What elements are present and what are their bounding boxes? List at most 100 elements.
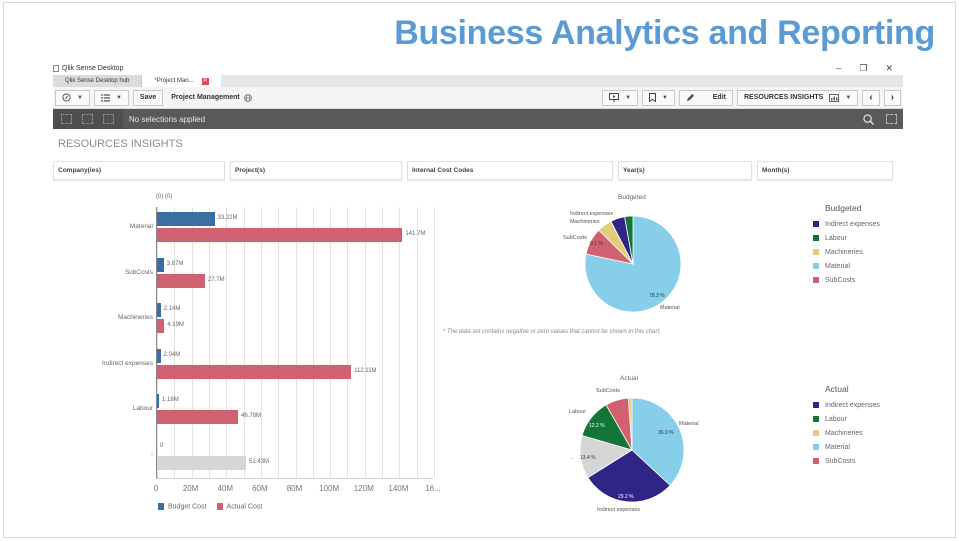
swatch [813, 221, 819, 227]
legend-item[interactable]: Machineries [813, 426, 880, 440]
pct-subcosts: 9.1 % [590, 241, 603, 247]
bar-actual-cost[interactable] [157, 273, 205, 288]
pie-slice[interactable] [587, 449, 671, 503]
bar-value-label: 33.22M [217, 215, 238, 221]
bar-budget-cost[interactable] [157, 348, 161, 363]
globe-icon [243, 93, 252, 102]
toolbar: ▼ ▼ Save Project Management ▼ ▼ Edit RES… [53, 87, 903, 109]
pie-data-note: * The data set contains negative or zero… [443, 329, 661, 335]
step-back-icon[interactable] [61, 114, 72, 124]
actual-pie-chart[interactable]: Actual SubCosts Labour - Material Indire… [538, 371, 738, 531]
actual-legend: Actual Indirect expenses Labour Machinerie… [813, 384, 880, 468]
save-button[interactable]: Save [132, 89, 164, 106]
restore-button[interactable]: ❐ [859, 63, 868, 73]
presentation-icon [609, 93, 620, 102]
legend-label: Machineries [825, 429, 863, 437]
x-tick-label: 80M [286, 484, 303, 493]
pencil-icon [686, 93, 695, 102]
budget-vs-actual-bar-chart[interactable]: (0) (0) 33.22M 141.7M 3.87M 27.7M 2.14M 4.19M… [53, 191, 443, 521]
pie-label-labour: Labour [569, 409, 587, 415]
legend-label: Material [825, 262, 850, 270]
legend-label: Indirect expenses [825, 401, 880, 409]
legend-item[interactable]: Labour [813, 412, 880, 426]
legend-label: Labour [825, 415, 847, 423]
edit-button[interactable]: Edit [679, 89, 733, 106]
legend-item[interactable]: Machineries [813, 245, 880, 259]
legend-label: Budget Cost [168, 503, 207, 511]
pie-slice[interactable] [631, 397, 685, 486]
tab-project-management[interactable]: *Project Man... ✕ [142, 75, 221, 87]
gridline [295, 207, 297, 478]
excluded-values-note: (0) (0) [156, 194, 173, 200]
filter-years[interactable]: Year(s) [618, 161, 752, 180]
gridline [364, 207, 366, 478]
global-menu-button[interactable]: ▼ [93, 89, 129, 106]
pct-dash: 13.4 % [580, 455, 596, 461]
pct-material: 78.3 % [649, 293, 665, 299]
legend-label: Machineries [825, 248, 863, 256]
bar-actual-cost[interactable] [157, 319, 165, 333]
x-tick-label: 16... [425, 484, 441, 493]
legend-item[interactable]: Material [813, 440, 880, 454]
x-tick-label: 0 [153, 484, 159, 493]
app-name: Project Management [171, 94, 240, 101]
legend-item[interactable]: SubCosts [813, 454, 880, 468]
bar-budget-cost[interactable] [157, 303, 161, 317]
close-window-button[interactable]: ✕ [885, 63, 893, 73]
legend-budget-cost[interactable]: Budget Cost [158, 503, 207, 510]
category-label: Material [129, 223, 153, 230]
tab-hub[interactable]: Qlik Sense Desktop hub [53, 75, 143, 87]
tab-label: *Project Man... [154, 78, 194, 84]
legend-item[interactable]: SubCosts [813, 273, 880, 287]
minimize-button[interactable]: – [836, 63, 842, 73]
bar-chart-legend: Budget Cost Actual Cost [158, 503, 262, 510]
bar-budget-cost[interactable] [157, 212, 215, 226]
legend-title: Actual [825, 384, 849, 394]
filter-projects[interactable]: Project(s) [230, 161, 402, 180]
search-icon[interactable] [863, 113, 874, 125]
gridline [347, 207, 349, 478]
edit-label: Edit [712, 94, 726, 101]
swatch [813, 458, 819, 464]
tab-strip: Qlik Sense Desktop hub *Project Man... ✕ [53, 75, 903, 87]
bookmark-button[interactable]: ▼ [642, 89, 675, 106]
story-button[interactable]: ▼ [602, 89, 639, 106]
legend-label: Labour [825, 234, 847, 242]
close-tab-icon[interactable]: ✕ [201, 77, 209, 85]
filter-internal-cost-codes[interactable]: Internal Cost Codes [407, 161, 613, 180]
legend-item[interactable]: Indirect expenses [813, 217, 880, 231]
bar-budget-cost[interactable] [157, 257, 164, 272]
sheet-title: RESOURCES INSIGHTS [58, 138, 183, 150]
budgeted-legend: Budgeted Indirect expenses Labour Machiner… [813, 203, 880, 287]
budgeted-pie[interactable] [583, 214, 683, 314]
bar-budget-cost[interactable] [157, 394, 160, 408]
pie-slice[interactable] [624, 215, 634, 265]
selections-bar: No selections applied [53, 109, 903, 129]
pie-slice[interactable] [627, 397, 633, 451]
gridline [208, 207, 210, 478]
budgeted-pie-chart[interactable]: Budgeted Indirect expenses Machineries S… [538, 189, 738, 319]
bar-actual-cost[interactable] [157, 410, 238, 424]
gridline [399, 207, 401, 478]
bar-actual-cost[interactable] [157, 228, 403, 242]
filter-months[interactable]: Month(s) [757, 161, 893, 180]
smart-search-select-icon[interactable] [886, 114, 897, 124]
next-sheet-button[interactable]: › [883, 89, 901, 106]
legend-label: SubCosts [825, 276, 856, 284]
actual-pie[interactable] [578, 396, 686, 504]
step-forward-icon[interactable] [82, 114, 93, 124]
pie-label-indirect: Indirect expenses [597, 507, 641, 513]
chevron-down-icon: ▼ [662, 94, 668, 101]
legend-actual-cost[interactable]: Actual Cost [216, 503, 263, 511]
previous-sheet-button[interactable]: ‹ [862, 89, 880, 106]
clear-selections-icon[interactable] [103, 114, 114, 124]
legend-item[interactable]: Material [813, 259, 880, 273]
legend-item[interactable]: Labour [813, 231, 880, 245]
sheet-selector[interactable]: RESOURCES INSIGHTS ▼ [737, 89, 859, 106]
navigation-menu-button[interactable]: ▼ [55, 89, 90, 106]
bar-actual-cost[interactable] [157, 364, 352, 379]
filter-companies[interactable]: Company(ies) [53, 161, 225, 180]
legend-item[interactable]: Indirect expenses [813, 398, 880, 412]
legend-label: Actual Cost [226, 503, 263, 511]
bar-actual-cost[interactable] [157, 455, 247, 470]
